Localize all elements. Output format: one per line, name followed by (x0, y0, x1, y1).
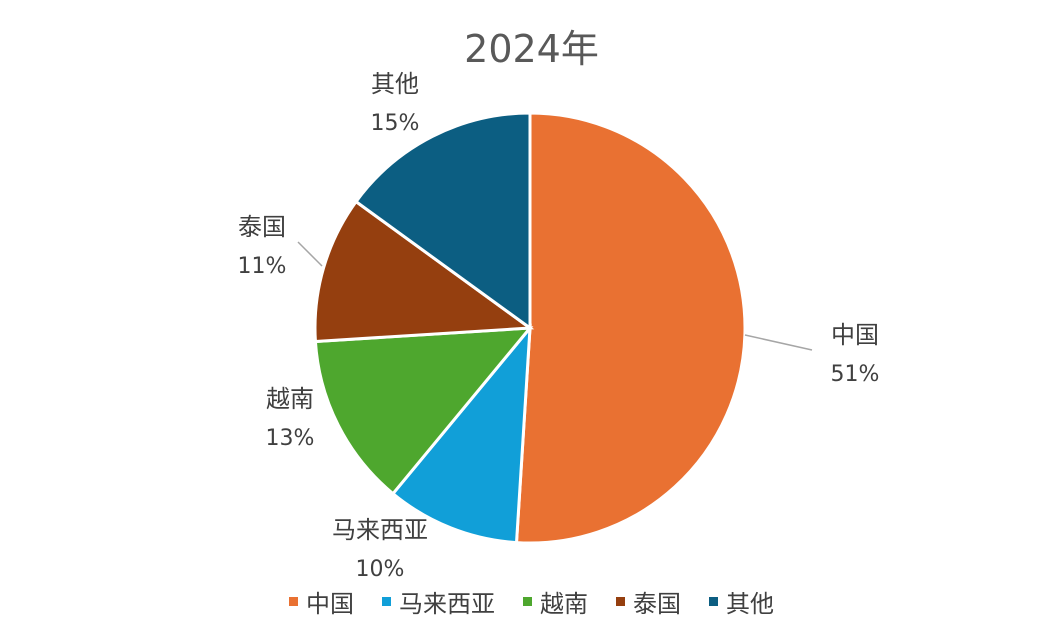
leader-line-4 (297, 241, 323, 267)
slice-value-1: 51% (831, 362, 880, 387)
slice-label-4: 泰国 (238, 213, 286, 241)
slice-value-4: 11% (238, 254, 287, 279)
legend-label: 马来西亚 (399, 590, 495, 618)
legend-swatch (523, 597, 532, 606)
pie-slice-4 (313, 199, 535, 344)
slice-label-5: 其他 (371, 70, 419, 98)
chart-title: 2024年 (464, 27, 599, 71)
legend: 中国 马来西亚 越南 泰国 其他 (0, 584, 1063, 619)
pie-slice-3 (313, 326, 534, 496)
pie-slice-1 (514, 111, 747, 545)
legend-label: 越南 (540, 590, 588, 618)
slice-value-2: 10% (356, 557, 405, 582)
legend-label: 其他 (726, 590, 774, 618)
legend-item-1: 中国 (289, 584, 354, 619)
legend-swatch (382, 597, 391, 606)
legend-label: 中国 (306, 590, 354, 618)
legend-label: 泰国 (633, 590, 681, 618)
legend-swatch (616, 597, 625, 606)
slice-label-3: 越南 (266, 385, 314, 413)
legend-swatch (289, 597, 298, 606)
legend-swatch (709, 597, 718, 606)
slice-value-5: 15% (371, 111, 420, 136)
slice-label-1: 中国 (831, 321, 879, 349)
legend-item-5: 其他 (709, 584, 774, 619)
leader-line-1 (744, 334, 813, 351)
slice-label-2: 马来西亚 (332, 516, 428, 544)
slice-value-3: 13% (266, 426, 315, 451)
pie-slice-2 (390, 323, 532, 545)
pie-slice-5 (353, 111, 532, 331)
legend-item-4: 泰国 (616, 584, 681, 619)
legend-item-3: 越南 (523, 584, 588, 619)
legend-item-2: 马来西亚 (382, 584, 495, 619)
